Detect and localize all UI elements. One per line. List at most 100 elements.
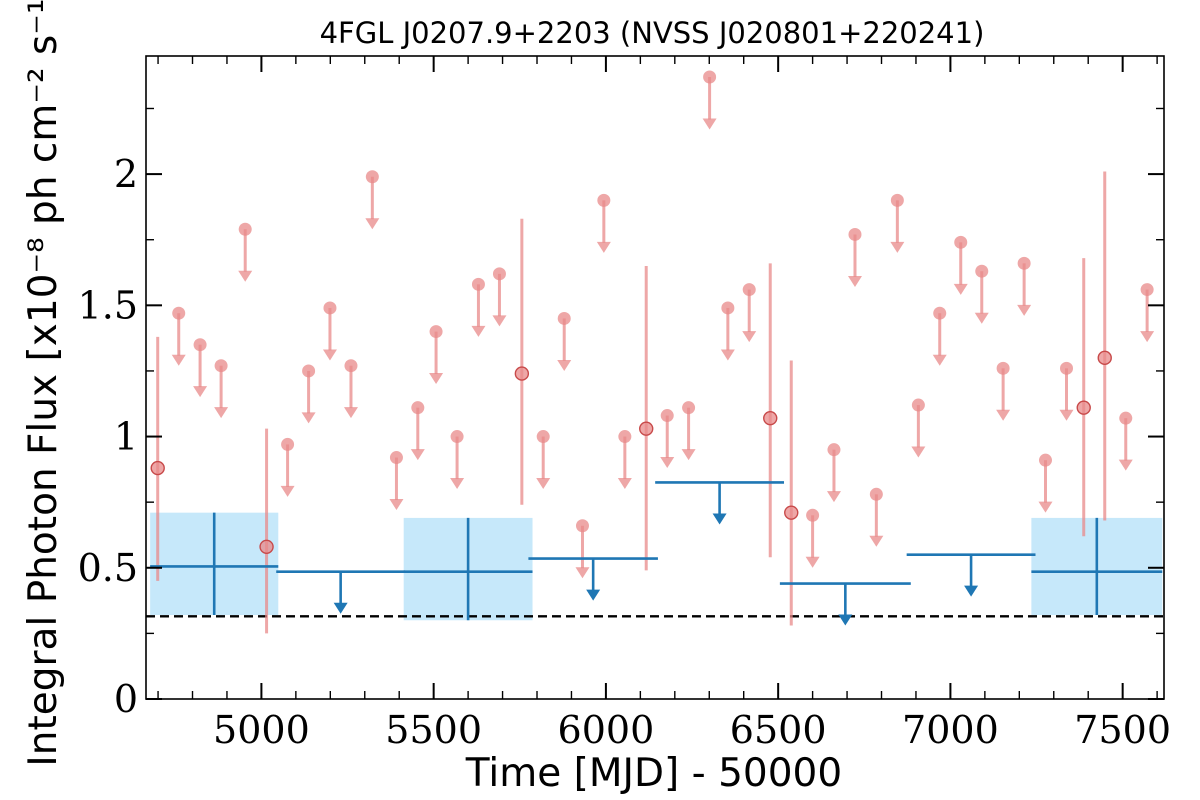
long-bin-upper-limit-arrowhead [333,602,348,614]
upper-limit-arrowhead [953,283,968,295]
upper-limit-arrowhead [826,491,841,503]
upper-limit-arrowhead [720,349,735,361]
short-bin-point [514,366,530,381]
short-bin-point [1076,400,1091,415]
upper-limit-arrowhead [536,478,551,490]
upper-limit-arrowhead [410,449,425,461]
plot-area [146,70,1164,634]
upper-limit-marker [365,170,379,184]
x-tick-label: 5000 [213,708,310,752]
upper-limit-marker [1140,283,1154,297]
upper-limit-marker [848,227,862,241]
upper-limit-marker [975,264,989,278]
upper-limit-arrowhead [742,331,757,343]
upper-limit-marker [682,401,696,415]
upper-limit-marker [471,277,485,291]
long-bin-upper-limit-arrowhead [838,614,853,626]
upper-limit-marker [214,359,228,373]
upper-limit-marker [1038,453,1052,467]
x-tick-label: 7000 [902,708,999,752]
y-axis-label: Integral Photon Flux [x10⁻⁸ ph cm⁻² s⁻¹] [21,0,66,767]
upper-limit-marker [869,487,883,501]
upper-limit-arrowhead [365,218,380,230]
upper-limit-arrowhead [171,354,186,366]
upper-limit-arrowhead [974,312,989,324]
long-bin-upper-limit-arrowhead [964,585,979,597]
upper-limit-arrowhead [617,478,632,490]
upper-limit-arrowhead [681,449,696,461]
long-bin-upper-limit-arrowhead [586,589,601,601]
y-tick-label: 1.5 [78,283,138,327]
upper-limit-arrowhead [280,485,295,497]
upper-limit-marker [911,398,925,412]
upper-limit-marker [323,301,337,315]
upper-limit-marker [193,338,207,352]
upper-limit-marker [660,409,674,423]
upper-limit-marker [238,222,252,236]
upper-limit-marker [954,235,968,249]
y-tick-label: 2 [114,152,138,196]
upper-limit-arrowhead [343,407,358,419]
upper-limit-arrowhead [911,446,926,458]
short-bin-point [1097,350,1112,366]
upper-limit-marker [429,325,443,339]
upper-limit-marker [806,508,820,522]
y-tick-label: 0 [114,677,138,721]
upper-limit-arrowhead [429,373,444,385]
upper-limit-marker [1119,411,1133,425]
upper-limit-marker [172,306,186,320]
upper-limit-arrowhead [301,412,316,424]
upper-limit-marker [411,401,425,415]
upper-limit-marker [703,70,717,84]
axis-ticks: 5000 5500 6000 6500 7000 7500 0 0.5 1 1.5 2 [78,56,1171,752]
upper-limit-arrowhead [193,386,208,398]
upper-limit-marker [1017,256,1031,270]
upper-limit-marker [450,430,464,444]
short-bin-point [150,460,165,476]
y-tick-label: 0.5 [78,546,138,590]
upper-limit-arrowhead [557,359,572,371]
upper-limit-arrowhead [214,407,229,419]
upper-limit-arrowhead [847,275,862,287]
upper-limit-arrowhead [596,241,611,253]
upper-limit-arrowhead [869,535,884,547]
x-tick-label: 6000 [558,708,655,752]
upper-limit-arrowhead [996,409,1011,421]
long-bin-upper-limit-arrowhead [712,513,727,525]
upper-limit-marker [281,437,295,451]
upper-limit-marker [618,430,632,444]
upper-limit-marker [742,283,756,297]
upper-limit-arrowhead [1118,459,1133,471]
upper-limit-marker [890,193,904,207]
upper-limit-arrowhead [238,270,253,282]
x-tick-label: 5500 [385,708,482,752]
upper-limit-arrowhead [471,325,486,337]
upper-limit-marker [344,359,358,373]
upper-limit-arrowhead [1017,304,1032,316]
upper-limit-arrowhead [1140,331,1155,343]
upper-limit-arrowhead [575,567,590,579]
x-tick-label: 6500 [730,708,827,752]
upper-limit-marker [996,361,1010,375]
upper-limit-marker [302,364,316,378]
short-bin-point [639,421,654,436]
upper-limit-arrowhead [1038,501,1053,513]
y-tick-label: 1 [114,415,138,459]
upper-limit-arrowhead [702,118,717,130]
chart-title: 4FGL J0207.9+2203 (NVSS J020801+220241) [320,16,985,50]
upper-limit-marker [557,311,571,325]
short-bin-point [763,410,778,426]
x-axis-label: Time [MJD] - 50000 [465,751,842,796]
upper-limit-marker [536,430,550,444]
upper-limit-arrowhead [492,315,507,327]
upper-limit-arrowhead [805,556,820,568]
upper-limit-arrowhead [322,349,337,361]
upper-limit-arrowhead [660,457,675,469]
plot-frame [145,55,1165,700]
short-bin-point [784,505,799,520]
upper-limit-arrowhead [450,478,465,490]
upper-limit-marker [827,443,841,457]
upper-limit-marker [1060,361,1074,375]
x-tick-label: 7500 [1074,708,1171,752]
